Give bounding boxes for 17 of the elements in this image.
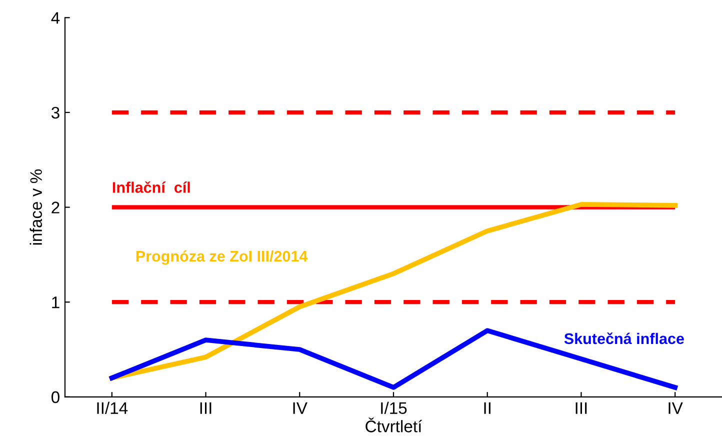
ref-line-label: Inflační cíl (112, 181, 190, 193)
series-label: Skutečná inflace (564, 332, 684, 344)
x-tick-label: IV (293, 402, 308, 414)
x-axis-title: Čtvrtletí (366, 418, 422, 432)
y-tick-label: 3 (51, 106, 60, 119)
text: Prognóza ze ZoI III/2014 (136, 250, 308, 265)
x-tick-label: II/14 (97, 402, 128, 414)
x-tick-label: I/15 (381, 402, 407, 414)
y-tick-label: 2 (52, 202, 60, 214)
x-tick-label: II (484, 402, 490, 414)
y-tick-label: 1 (52, 296, 60, 308)
y-axis-title: inface v % (30, 169, 42, 245)
y-tick-label: 4 (51, 12, 60, 24)
x-tick-label: III (200, 402, 212, 414)
x-tick-label: III (576, 402, 587, 414)
x-tick-label: IV (668, 402, 683, 414)
y-tick-label: 0 (52, 391, 60, 404)
